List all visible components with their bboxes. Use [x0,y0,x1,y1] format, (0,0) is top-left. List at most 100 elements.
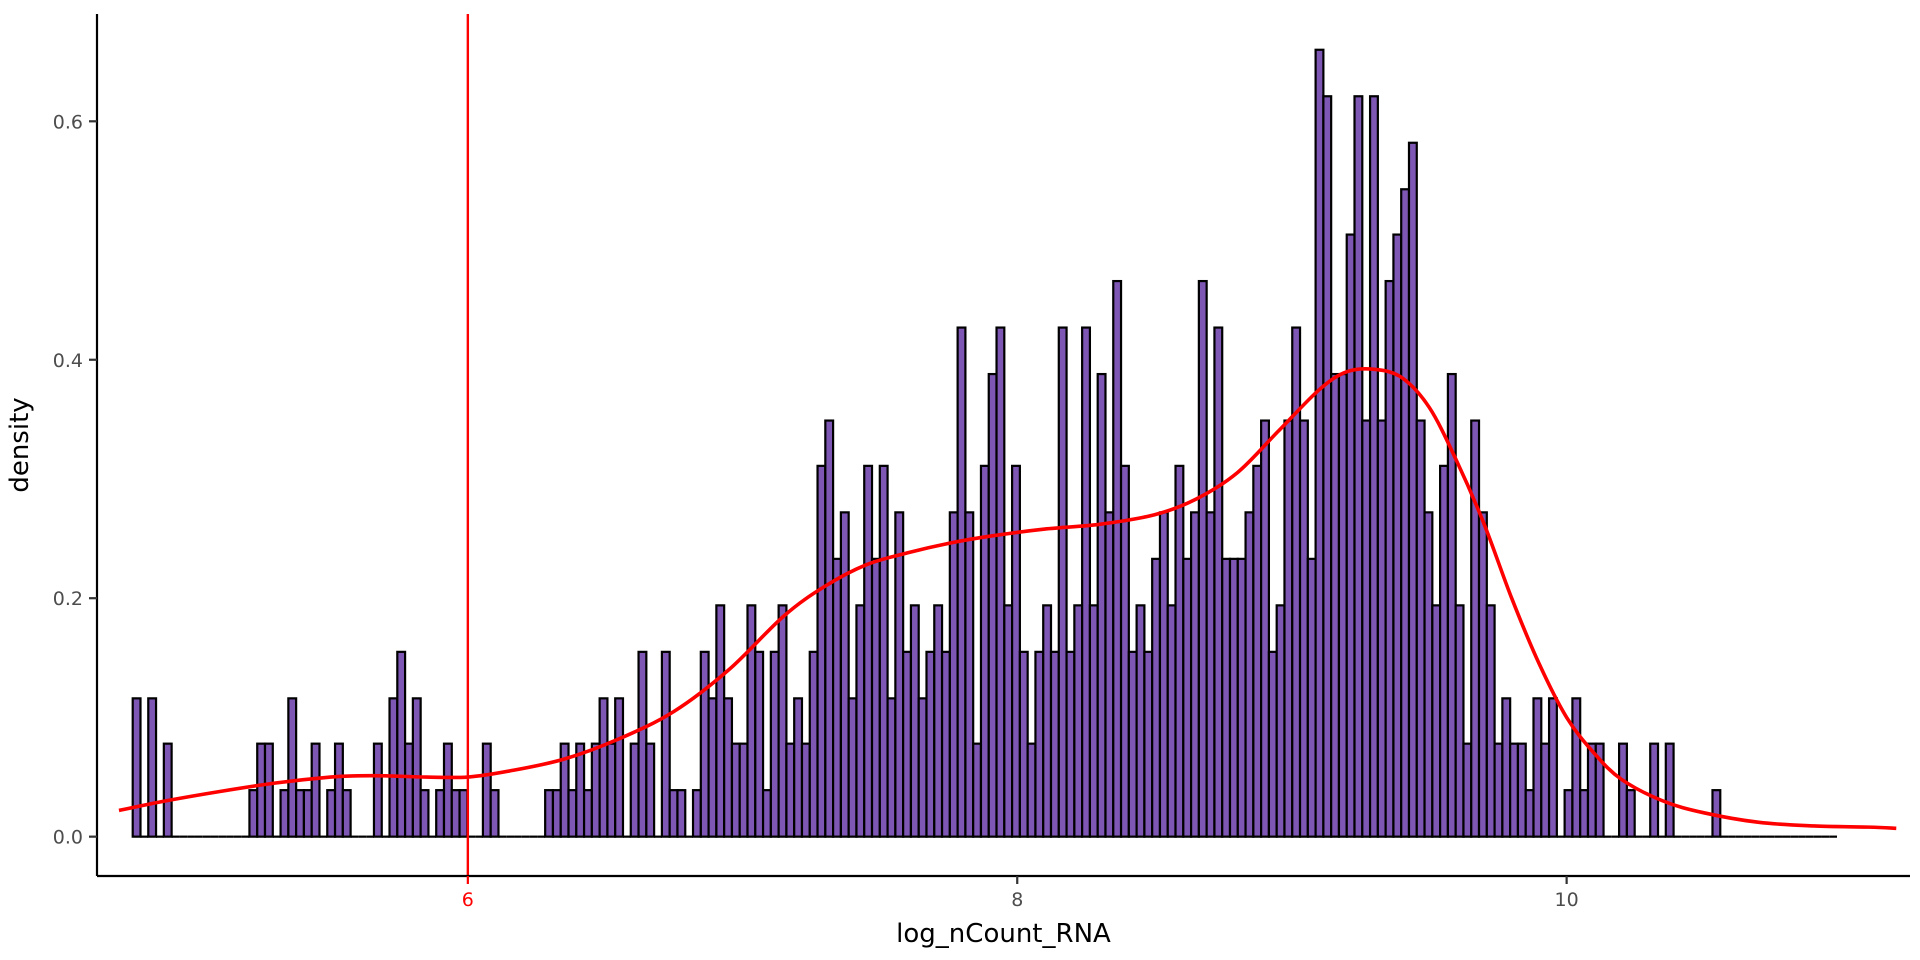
histogram-bar [1618,742,1628,838]
histogram-bar [1485,604,1496,838]
histogram-bar [1298,419,1309,838]
histogram-bar [917,697,928,838]
x-tick-label: 8 [1011,889,1023,911]
histogram-bar [925,650,936,838]
density-curve [118,366,1897,831]
histogram-bar [1213,326,1224,838]
histogram-bar [855,604,866,838]
histogram-bar [1649,742,1660,838]
y-tick-label: 0.0 [53,827,83,849]
histogram-bar [1337,372,1348,838]
histogram-bar [544,789,555,838]
histogram-bar [1384,279,1395,838]
histogram-bar [1462,742,1473,838]
histogram-bar [162,742,173,838]
histogram-bar [590,742,601,838]
histogram-bar [1509,742,1520,838]
histogram-bar [310,742,321,838]
histogram-bar [1493,742,1504,838]
histogram-bar [979,464,990,838]
histogram-bar [1322,95,1333,838]
histogram-bar [1594,742,1605,838]
histogram-bar [1166,604,1177,838]
histogram-bar [481,742,492,838]
histogram-bar [832,557,842,838]
histogram-bar [1470,419,1481,838]
histogram-bar [1003,604,1014,838]
histogram-bar [248,789,259,838]
histogram-bar [972,742,983,838]
histogram-bar [1189,511,1200,838]
histogram-bar [458,789,469,838]
histogram-bar [660,650,671,838]
histogram-bar [824,419,835,838]
histogram-bar [147,697,158,838]
histogram-bar [435,789,446,838]
histogram-bar [668,789,679,838]
y-axis-title: density [5,397,35,492]
histogram-bar [793,697,804,838]
histogram-bar [1579,789,1590,838]
histogram-bars [131,48,1838,838]
histogram-bar [1306,557,1317,838]
histogram-bar [1088,604,1099,838]
histogram-bar [715,604,726,838]
histogram-bar [1625,789,1636,838]
histogram-bar [699,650,710,838]
histogram-bar [1664,742,1675,838]
histogram-bar [691,789,702,838]
histogram-bar [707,697,718,838]
histogram-bar [1127,650,1138,838]
histogram-bar [940,650,951,838]
y-axis-ticks: 0.0 0.2 0.4 0.6 [53,111,97,849]
histogram-bar [847,697,858,838]
histogram-bar [1057,326,1068,838]
histogram-bar [1197,279,1208,838]
histogram-bar [1415,419,1426,838]
histogram-bar [263,742,274,838]
histogram-bar [800,742,811,838]
histogram-bar [614,697,625,838]
histogram-bar [1135,604,1146,838]
histogram-bar [1477,511,1488,838]
histogram-bar [785,742,796,838]
histogram-bar [761,789,772,838]
histogram-bar [489,789,500,838]
histogram-bar [1104,511,1115,838]
histogram-bar [295,789,306,838]
histogram-bar [279,789,290,838]
histogram-bar [1547,697,1558,838]
histogram-bar [754,650,765,838]
histogram-bar [1501,697,1512,838]
histogram-bar [964,511,975,838]
histogram-bar [1034,650,1045,838]
histogram-bar [878,464,889,838]
histogram-bar [419,789,430,838]
histogram-bar [902,650,913,838]
histogram-bar [1143,650,1154,838]
histogram-bar [1563,789,1574,838]
histogram-bar [1205,511,1216,838]
histogram-bar [746,604,757,838]
histogram-bar [933,604,944,838]
histogram-bar [948,511,959,838]
histogram-bar [333,742,344,838]
histogram-bar [676,789,687,838]
histogram-bar [1345,233,1356,838]
histogram-bar [1407,141,1418,838]
histogram-bar [1454,604,1465,838]
histogram-bar [450,789,461,838]
histogram-bar [769,650,780,838]
histogram-bar [1065,650,1076,838]
histogram-bar [131,697,142,838]
histogram-bar [1314,48,1325,838]
histogram-bar [738,742,749,838]
histogram-bar [637,650,648,838]
histogram-bar [1361,419,1372,838]
histogram-bar [723,697,734,838]
histogram-bar [1049,650,1060,838]
histogram-bar [1283,419,1294,838]
histogram-bar [987,372,998,838]
histogram-bar [909,604,920,838]
